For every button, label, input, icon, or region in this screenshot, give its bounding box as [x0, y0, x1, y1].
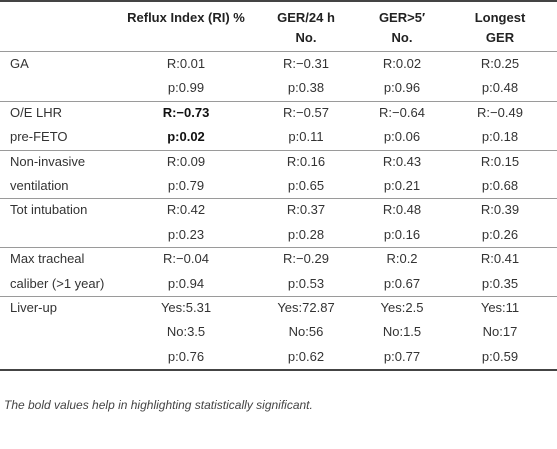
- value-cell: R:0.15: [480, 153, 520, 169]
- header-rule: [0, 51, 557, 52]
- value-cell: Yes:72.87: [277, 300, 335, 315]
- value-cell: p:0.16: [383, 226, 421, 242]
- header-cell: GER>5′: [378, 10, 426, 25]
- group-rule: [0, 198, 557, 200]
- value-cell: p:0.79: [167, 178, 205, 193]
- row-label: Liver-up: [10, 300, 57, 315]
- value-cell: p:0.38: [287, 80, 325, 96]
- row-label: Non-invasive: [10, 153, 86, 169]
- value-cell: R:0.41: [480, 251, 520, 267]
- bottom-rule: [0, 369, 557, 372]
- header-cell: Longest: [474, 10, 526, 25]
- row-label: Max tracheal: [10, 251, 85, 267]
- value-cell: p:0.62: [287, 348, 325, 364]
- value-cell: R:0.39: [480, 202, 520, 218]
- value-cell: R:0.09: [166, 153, 206, 169]
- header-cell: Reflux Index (RI) %: [127, 10, 245, 25]
- value-cell: Yes:2.5: [380, 300, 424, 315]
- value-cell: p:0.23: [167, 226, 205, 242]
- value-cell: No:3.5: [166, 324, 206, 340]
- value-cell: p:0.28: [287, 226, 325, 242]
- value-cell: R:0.25: [480, 56, 520, 71]
- header-cell: GER/24 h: [277, 10, 335, 25]
- value-cell: p:0.21: [383, 178, 421, 193]
- value-cell: p:0.06: [383, 129, 421, 145]
- value-cell: R:−0.73: [162, 104, 210, 120]
- row-label: pre-FETO: [10, 129, 68, 145]
- header-cell: No.: [391, 30, 413, 45]
- value-cell: R:−0.31: [283, 56, 329, 71]
- value-cell: p:0.48: [481, 80, 519, 96]
- value-cell: Yes:11: [480, 300, 520, 315]
- header-cell: GER: [485, 30, 515, 45]
- row-label: Tot intubation: [10, 202, 88, 218]
- value-cell: R:−0.04: [163, 251, 209, 267]
- value-cell: R:0.43: [382, 153, 422, 169]
- value-cell: R:0.48: [382, 202, 422, 218]
- value-cell: No:1.5: [382, 324, 422, 340]
- value-cell: p:0.99: [167, 80, 205, 96]
- value-cell: R:−0.29: [283, 251, 329, 267]
- value-cell: p:0.02: [167, 129, 205, 145]
- value-cell: No:17: [482, 324, 518, 340]
- footnote: The bold values help in highlighting sta…: [4, 398, 313, 413]
- value-cell: R:−0.57: [283, 104, 329, 120]
- value-cell: R:0.37: [286, 202, 326, 218]
- value-cell: R:0.2: [386, 251, 418, 267]
- value-cell: Yes:5.31: [160, 300, 212, 315]
- group-rule: [0, 296, 557, 297]
- value-cell: R:−0.49: [477, 104, 523, 120]
- top-rule: [0, 0, 557, 2]
- value-cell: p:0.94: [167, 275, 205, 291]
- value-cell: p:0.67: [383, 275, 421, 291]
- row-label: GA: [10, 56, 29, 71]
- value-cell: p:0.77: [383, 348, 421, 364]
- value-cell: p:0.76: [167, 348, 205, 364]
- value-cell: R:0.01: [166, 56, 206, 71]
- row-label: O/E LHR: [10, 104, 63, 120]
- value-cell: p:0.18: [481, 129, 519, 145]
- row-label: caliber (>1 year): [10, 275, 105, 291]
- value-cell: p:0.59: [481, 348, 519, 364]
- value-cell: p:0.65: [287, 178, 325, 193]
- row-label: ventilation: [10, 178, 69, 193]
- value-cell: p:0.53: [287, 275, 325, 291]
- value-cell: p:0.96: [383, 80, 421, 96]
- value-cell: R:0.42: [166, 202, 206, 218]
- value-cell: p:0.11: [288, 129, 324, 145]
- value-cell: R:0.02: [382, 56, 422, 71]
- group-rule: [0, 100, 557, 102]
- value-cell: R:0.16: [286, 153, 326, 169]
- value-cell: R:−0.64: [379, 104, 425, 120]
- value-cell: p:0.35: [481, 275, 519, 291]
- value-cell: No:56: [288, 324, 324, 340]
- value-cell: p:0.68: [481, 178, 519, 193]
- group-rule: [0, 247, 557, 249]
- header-cell: No.: [295, 30, 317, 45]
- value-cell: p:0.26: [481, 226, 519, 242]
- group-rule: [0, 149, 557, 151]
